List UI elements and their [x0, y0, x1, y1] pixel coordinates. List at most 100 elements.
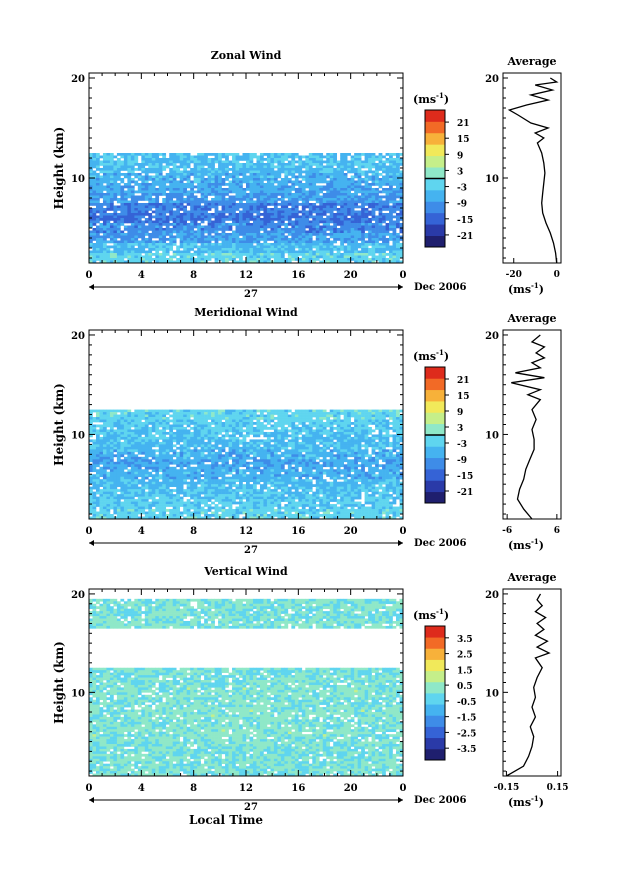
heatmap-cell: [134, 429, 138, 432]
heatmap-cell: [120, 253, 124, 256]
heatmap-cell: [162, 176, 166, 179]
heatmap-cell: [173, 221, 177, 224]
heatmap-cell: [284, 186, 288, 189]
colorbar-tick-label-0: -21: [457, 232, 473, 242]
heatmap-cell: [333, 188, 337, 191]
heatmap-cell: [246, 442, 250, 445]
heatmap-cell: [159, 253, 163, 256]
heatmap-cell: [281, 236, 285, 239]
heatmap-cell: [246, 188, 250, 191]
colorbar-tick-label-0: 3: [457, 167, 463, 177]
heatmap-cell: [96, 218, 100, 221]
heatmap-cell: [319, 226, 323, 229]
heatmap-cell: [333, 420, 337, 423]
heatmap-cell: [155, 196, 159, 199]
heatmap-cell: [361, 415, 365, 418]
heatmap-cell: [106, 161, 110, 164]
heatmap-cell: [194, 432, 198, 435]
heatmap-cell: [284, 181, 288, 184]
heatmap-cell: [246, 171, 250, 174]
heatmap-cell: [274, 178, 278, 181]
heatmap-cell: [197, 156, 201, 159]
heatmap-cell: [134, 183, 138, 186]
heatmap-cell: [386, 412, 390, 415]
heatmap-cell: [256, 188, 260, 191]
heatmap-cell: [194, 201, 198, 204]
heatmap-cell: [375, 208, 379, 211]
heatmap-cell: [267, 420, 271, 423]
heatmap-cell: [361, 173, 365, 176]
colorbar-swatch-0: [425, 201, 445, 213]
heatmap-cell: [204, 231, 208, 234]
heatmap-cell: [333, 231, 337, 234]
heatmap-cell: [351, 166, 355, 169]
heatmap-cell: [173, 228, 177, 231]
heatmap-cell: [375, 231, 379, 234]
heatmap-cell: [277, 183, 281, 186]
heatmap-cell: [246, 410, 250, 413]
heatmap-cell: [218, 228, 222, 231]
heatmap-cell: [232, 153, 236, 156]
heatmap-cell: [319, 412, 323, 415]
heatmap-cell: [288, 166, 292, 169]
heatmap-cell: [333, 444, 337, 447]
heatmap-cell: [120, 236, 124, 239]
heatmap-cell: [152, 183, 156, 186]
heatmap-cell: [274, 173, 278, 176]
heatmap-cell: [141, 161, 145, 164]
heatmap-cell: [295, 246, 299, 249]
heatmap-cell: [183, 422, 187, 425]
heatmap-cell: [326, 166, 330, 169]
heatmap-cell: [281, 243, 285, 246]
heatmap-cell: [291, 163, 295, 166]
heatmap-cell: [351, 233, 355, 236]
heatmap-cell: [372, 188, 376, 191]
heatmap-cell: [103, 173, 107, 176]
heatmap-cell: [176, 226, 180, 229]
heatmap-cell: [127, 417, 131, 420]
heatmap-cell: [148, 171, 152, 174]
heatmap-cell: [120, 156, 124, 159]
heatmap-cell: [159, 422, 163, 425]
heatmap-cell: [256, 156, 260, 159]
heatmap-cell: [225, 171, 229, 174]
heatmap-cell: [106, 156, 110, 159]
heatmap-cell: [169, 181, 173, 184]
heatmap-cell: [382, 231, 386, 234]
heatmap-cell: [277, 213, 281, 216]
heatmap-cell: [211, 216, 215, 219]
heatmap-cell: [127, 196, 131, 199]
heatmap-cell: [99, 256, 103, 259]
heatmap-cell: [117, 432, 121, 435]
heatmap-cell: [263, 228, 267, 231]
heatmap-cell: [312, 420, 316, 423]
heatmap-cell: [131, 153, 135, 156]
heatmap-cell: [316, 228, 320, 231]
heatmap-cell: [190, 241, 194, 244]
heatmap-cell: [113, 434, 117, 437]
heatmap-cell: [361, 437, 365, 440]
heatmap-cell: [393, 183, 397, 186]
heatmap-cell: [316, 166, 320, 169]
heatmap-cell: [162, 437, 166, 440]
heatmap-cell: [106, 188, 110, 191]
heatmap-cell: [197, 206, 201, 209]
heatmap-cell: [256, 258, 260, 261]
heatmap-cell: [134, 251, 138, 254]
heatmap-cell: [256, 178, 260, 181]
heatmap-cell: [113, 256, 117, 259]
heatmap-cell: [326, 221, 330, 224]
heatmap-cell: [302, 178, 306, 181]
heatmap-cell: [337, 193, 341, 196]
heatmap-cell: [243, 203, 247, 206]
heatmap-cell: [106, 178, 110, 181]
heatmap-cell: [225, 176, 229, 179]
heatmap-cell: [89, 181, 93, 184]
heatmap-cell: [393, 228, 397, 231]
heatmap-cell: [270, 434, 274, 437]
heatmap-cell: [99, 437, 103, 440]
heatmap-cell: [298, 228, 302, 231]
heatmap-cell: [134, 241, 138, 244]
heatmap-cell: [124, 236, 128, 239]
